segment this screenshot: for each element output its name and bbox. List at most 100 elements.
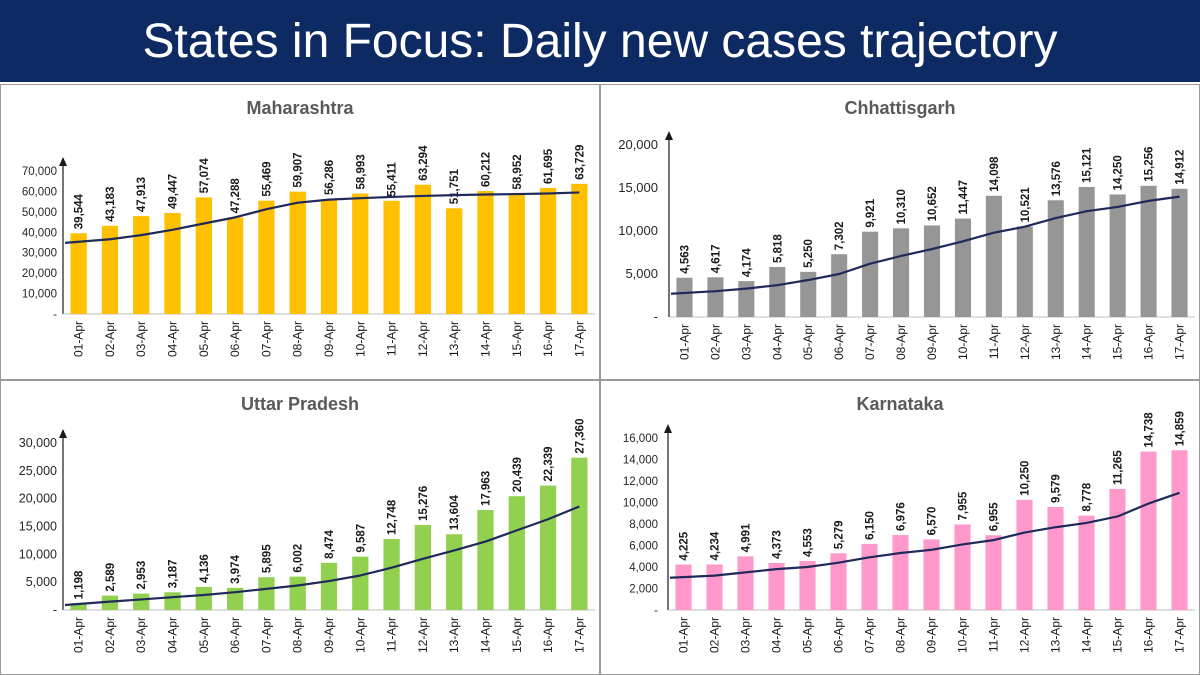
data-label: 3,974	[230, 554, 242, 583]
x-tick-label: 14-Apr	[478, 617, 492, 653]
bar-uttar-pradesh-15-apr	[508, 496, 525, 610]
y-axis-arrow	[59, 429, 67, 438]
data-label: 4,225	[679, 531, 691, 560]
data-label: 63,294	[418, 145, 430, 181]
data-label: 9,921	[865, 198, 877, 227]
chart-maharashtra: Maharashtra - 10,000 20,000 30,000 40,000 50,0…	[22, 98, 595, 357]
data-label: 27,360	[574, 419, 586, 454]
x-tick-label: 12-Apr	[416, 321, 430, 357]
bar-chhattisgarh-01-apr	[676, 277, 693, 317]
data-label: 6,150	[865, 511, 877, 540]
data-label: 14,098	[989, 156, 1001, 192]
bar-maharashtra-16-apr	[539, 187, 557, 314]
bar-maharashtra-06-apr	[226, 217, 244, 314]
data-label: 4,563	[679, 245, 691, 274]
data-label: 10,250	[1020, 461, 1032, 496]
data-label: 8,778	[1082, 482, 1094, 511]
chart-panel-uttar-pradesh: Uttar Pradesh - 5,000 10,000 15,000 20,000 25,…	[0, 380, 600, 675]
bar-chhattisgarh-06-apr	[831, 254, 848, 317]
x-tick-label: 13-Apr	[447, 617, 461, 653]
x-tick-label: 14-Apr	[1080, 324, 1094, 360]
x-tick-label: 10-Apr	[353, 617, 367, 653]
bar-maharashtra-03-apr	[133, 216, 150, 314]
bar-uttar-pradesh-07-apr	[258, 577, 275, 610]
chart-title: Uttar Pradesh	[241, 394, 359, 414]
y-tick-label: 10,000	[22, 289, 57, 301]
y-tick-label: 20,000	[618, 137, 658, 152]
data-label: 15,276	[418, 486, 430, 521]
trend-line	[64, 191, 580, 245]
x-tick-label: 10-Apr	[956, 617, 970, 653]
data-label: 47,288	[230, 178, 242, 214]
bar-chhattisgarh-05-apr	[800, 271, 817, 317]
x-tick-label: 04-Apr	[770, 617, 784, 653]
bar-chhattisgarh-17-apr	[1171, 188, 1188, 317]
x-tick-label: 17-Apr	[1173, 617, 1187, 653]
y-tick-label: 60,000	[22, 186, 57, 198]
x-tick-label: 16-Apr	[541, 321, 555, 357]
data-label: 10,310	[896, 189, 908, 224]
data-label: 13,604	[449, 494, 461, 530]
bar-karnataka-12-apr	[1016, 499, 1033, 610]
chart-uttar-pradesh: Uttar Pradesh - 5,000 10,000 15,000 20,000 25,…	[19, 394, 595, 653]
y-tick-label: 4,000	[629, 562, 658, 574]
x-tick-label: 05-Apr	[197, 617, 211, 653]
data-label: 57,074	[199, 158, 211, 194]
data-label: 14,912	[1175, 150, 1187, 185]
data-label: 15,256	[1144, 147, 1156, 182]
bar-chhattisgarh-14-apr	[1078, 186, 1095, 317]
x-tick-label: 07-Apr	[259, 321, 273, 357]
bar-uttar-pradesh-17-apr	[571, 457, 588, 610]
bar-uttar-pradesh-13-apr	[446, 534, 463, 610]
x-tick-label: 02-Apr	[708, 617, 722, 653]
trend-line	[669, 491, 1180, 579]
x-tick-label: 07-Apr	[259, 617, 273, 653]
data-label: 63,729	[574, 145, 586, 180]
data-label: 58,993	[355, 154, 367, 189]
bar-maharashtra-08-apr	[289, 191, 306, 314]
bar-chhattisgarh-12-apr	[1016, 226, 1033, 317]
y-tick-label: 5,000	[26, 575, 57, 589]
x-tick-label: 09-Apr	[925, 617, 939, 653]
x-tick-label: 14-Apr	[478, 321, 492, 357]
bar-uttar-pradesh-08-apr	[289, 576, 306, 610]
bar-karnataka-16-apr	[1140, 451, 1157, 610]
bar-uttar-pradesh-04-apr	[164, 592, 181, 610]
x-tick-label: 04-Apr	[166, 617, 180, 653]
y-tick-label: 8,000	[629, 519, 658, 531]
data-label: 17,963	[480, 471, 492, 506]
x-tick-label: 07-Apr	[863, 617, 877, 653]
x-tick-label: 06-Apr	[832, 324, 846, 360]
bar-chhattisgarh-09-apr	[923, 225, 941, 317]
chart-panel-maharashtra: Maharashtra - 10,000 20,000 30,000 40,000 50,0…	[0, 84, 600, 380]
x-tick-label: 05-Apr	[801, 324, 815, 360]
x-tick-label: 01-Apr	[677, 617, 691, 653]
y-tick-label: 12,000	[623, 476, 658, 488]
data-label: 56,286	[324, 160, 336, 195]
y-axis-arrow	[59, 157, 67, 166]
x-tick-label: 10-Apr	[956, 324, 970, 360]
x-tick-label: 09-Apr	[322, 321, 336, 357]
bar-karnataka-14-apr	[1078, 515, 1095, 610]
y-axis-arrow	[664, 424, 672, 433]
bar-chhattisgarh-16-apr	[1140, 185, 1157, 317]
y-tick-label: 15,000	[19, 520, 57, 534]
data-label: 8,474	[324, 529, 336, 558]
data-label: 43,183	[105, 187, 117, 222]
data-label: 4,553	[803, 528, 815, 557]
data-label: 51,751	[449, 169, 461, 205]
y-tick-label: -	[654, 309, 658, 324]
chart-chhattisgarh: Chhattisgarh - 5,000 10,000 15,000 20,000 4,56…	[618, 98, 1195, 360]
bar-uttar-pradesh-09-apr	[320, 562, 338, 610]
y-tick-label: 25,000	[19, 464, 57, 478]
bar-maharashtra-12-apr	[414, 184, 432, 314]
y-tick-label: 20,000	[22, 268, 57, 280]
x-tick-label: 03-Apr	[134, 617, 148, 653]
y-tick-label: -	[53, 309, 57, 321]
x-tick-label: 16-Apr	[1142, 617, 1156, 653]
x-tick-label: 06-Apr	[228, 617, 242, 653]
data-label: 5,895	[261, 544, 273, 573]
x-tick-label: 11-Apr	[385, 321, 399, 356]
bar-maharashtra-10-apr	[352, 193, 369, 314]
x-tick-label: 13-Apr	[1049, 617, 1063, 653]
